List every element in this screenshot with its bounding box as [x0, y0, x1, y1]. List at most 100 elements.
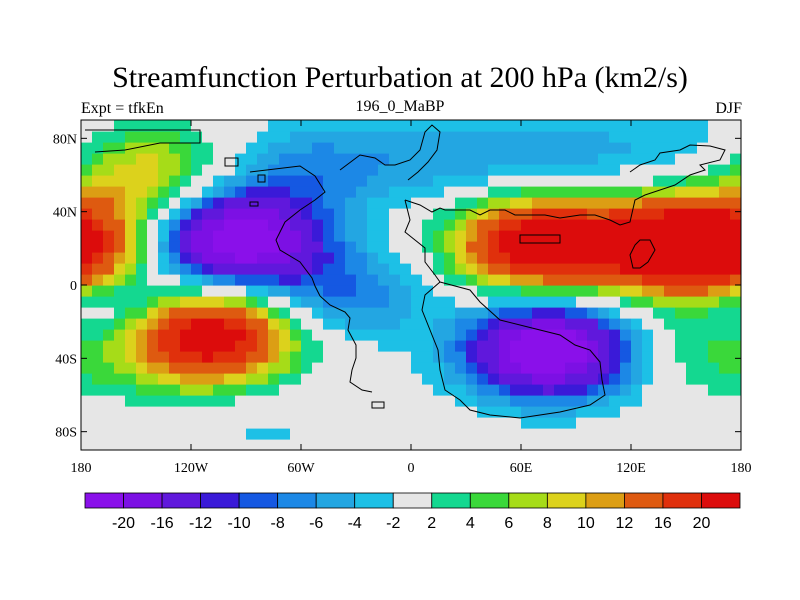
colorbar-swatch — [354, 492, 394, 509]
field-cell — [576, 373, 588, 385]
colorbar-label: 10 — [577, 515, 595, 532]
field-cell — [235, 340, 247, 352]
field-cell — [224, 175, 236, 187]
field-cell — [664, 120, 676, 132]
field-cell — [620, 307, 632, 319]
field-cell — [488, 296, 500, 308]
field-cell — [213, 329, 225, 341]
field-cell — [543, 417, 555, 429]
field-cell — [213, 186, 225, 198]
field-cell — [301, 230, 313, 242]
field-cell — [675, 142, 687, 154]
field-cell — [411, 307, 423, 319]
field-cell — [224, 274, 236, 286]
field-cell — [103, 417, 115, 429]
field-cell — [620, 417, 632, 429]
field-cell — [730, 373, 741, 385]
field-cell — [92, 373, 104, 385]
field-cell — [488, 406, 500, 418]
field-cell — [257, 197, 269, 209]
field-cell — [455, 340, 467, 352]
field-cell — [158, 351, 170, 363]
field-cell — [455, 230, 467, 242]
field-cell — [169, 340, 181, 352]
field-cell — [180, 296, 192, 308]
field-cell — [587, 417, 599, 429]
field-cell — [708, 252, 720, 264]
field-cell — [675, 329, 687, 341]
field-cell — [719, 263, 731, 275]
field-cell — [389, 384, 401, 396]
field-cell — [543, 120, 555, 132]
field-cell — [312, 351, 324, 363]
field-cell — [169, 142, 181, 154]
field-cell — [521, 241, 533, 253]
field-cell — [169, 351, 181, 363]
field-cell — [631, 307, 643, 319]
field-cell — [609, 131, 621, 143]
field-cell — [114, 208, 126, 220]
field-cell — [565, 175, 577, 187]
field-cell — [400, 208, 412, 220]
field-cell — [378, 219, 390, 231]
field-cell — [367, 362, 379, 374]
field-cell — [257, 186, 269, 198]
field-cell — [290, 285, 302, 297]
field-cell — [334, 307, 346, 319]
field-cell — [510, 406, 522, 418]
field-cell — [147, 274, 159, 286]
field-cell — [653, 120, 665, 132]
field-cell — [499, 351, 511, 363]
field-cell — [345, 439, 357, 450]
field-cell — [730, 395, 741, 407]
field-cell — [532, 362, 544, 374]
field-cell — [235, 362, 247, 374]
field-cell — [345, 153, 357, 165]
field-cell — [543, 362, 555, 374]
field-cell — [565, 208, 577, 220]
field-cell — [367, 329, 379, 341]
field-cell — [554, 197, 566, 209]
field-cell — [257, 208, 269, 220]
field-cell — [158, 395, 170, 407]
field-cell — [323, 164, 335, 176]
field-cell — [202, 186, 214, 198]
field-cell — [532, 241, 544, 253]
field-cell — [444, 439, 456, 450]
field-cell — [268, 395, 280, 407]
field-cell — [642, 274, 654, 286]
field-cell — [466, 351, 478, 363]
field-cell — [433, 362, 445, 374]
field-cell — [433, 296, 445, 308]
field-cell — [598, 428, 610, 440]
field-cell — [213, 208, 225, 220]
field-cell — [653, 219, 665, 231]
field-cell — [169, 285, 181, 297]
field-cell — [466, 439, 478, 450]
field-cell — [114, 417, 126, 429]
field-cell — [488, 120, 500, 132]
field-cell — [147, 142, 159, 154]
field-cell — [345, 230, 357, 242]
field-cell — [521, 230, 533, 242]
field-cell — [301, 219, 313, 231]
field-cell — [334, 131, 346, 143]
lat-tick-label: 40S — [55, 352, 77, 367]
field-cell — [213, 428, 225, 440]
field-cell — [81, 263, 93, 275]
field-cell — [675, 296, 687, 308]
field-cell — [378, 406, 390, 418]
field-cell — [191, 252, 203, 264]
field-cell — [180, 230, 192, 242]
field-cell — [92, 153, 104, 165]
field-cell — [356, 351, 368, 363]
field-cell — [686, 175, 698, 187]
field-cell — [532, 285, 544, 297]
field-cell — [521, 439, 533, 450]
field-cell — [686, 406, 698, 418]
field-cell — [323, 417, 335, 429]
field-cell — [224, 120, 236, 132]
field-cell — [697, 406, 709, 418]
field-cell — [620, 175, 632, 187]
field-cell — [466, 175, 478, 187]
